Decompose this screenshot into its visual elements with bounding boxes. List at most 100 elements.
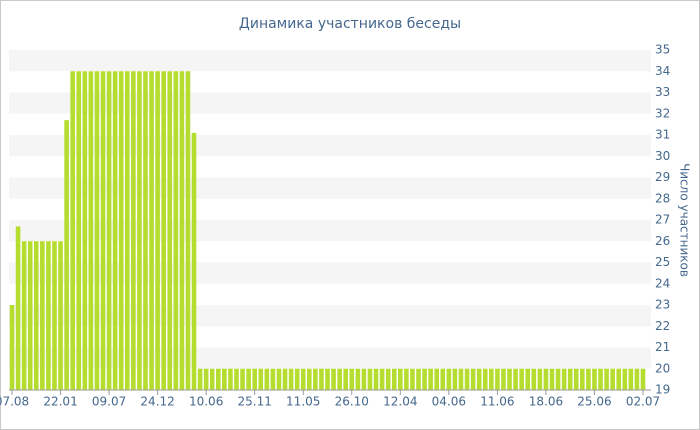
bar [325,368,330,390]
bar [306,368,312,390]
bar [489,368,494,390]
bar [337,368,342,390]
bar [404,368,409,390]
bar [446,368,452,390]
bar [464,368,470,390]
x-tick-label: 24.12 [140,395,174,409]
y-tick-label: 23 [655,298,670,312]
bar [197,368,203,390]
bar [191,132,197,390]
bar [410,368,415,390]
bar [507,368,512,390]
bar [167,71,173,390]
bar [58,241,63,390]
x-tick-label: 11.05 [286,395,320,409]
x-tick-label: 26.10 [335,395,369,409]
bar [355,368,361,390]
bar [179,71,185,390]
x-tick-label: 25.11 [238,395,272,409]
bar [549,368,555,390]
bar [185,71,191,390]
bar [561,368,567,390]
bar [137,71,142,390]
bar [27,241,33,390]
y-tick-label: 19 [655,383,670,397]
bar [94,71,100,390]
bar [52,241,57,390]
bar [88,71,94,390]
bar [82,71,88,390]
bar [470,368,476,390]
bar [64,120,69,390]
y-tick-label: 28 [655,191,670,205]
bar [131,71,136,390]
bar [155,71,160,390]
bar [252,368,257,390]
y-tick-label: 33 [655,85,670,99]
bar [367,368,373,390]
bar [143,71,148,390]
bar [276,368,282,390]
bar [598,368,603,390]
bar [258,368,264,390]
bar [434,368,440,390]
bar [349,368,355,390]
y-tick-label: 26 [655,234,670,248]
bar [452,368,458,390]
bar [40,241,45,390]
bar [385,368,391,390]
bar [373,368,379,390]
bar [379,368,385,390]
y-tick-label: 25 [655,255,670,269]
x-tick-label: 18.06 [529,395,563,409]
bar [537,368,543,390]
grid-band [9,50,651,72]
y-tick-label: 29 [655,170,670,184]
bar [525,368,531,390]
bar [46,241,51,390]
y-tick-label: 31 [655,128,670,142]
bar [124,71,130,390]
y-axis-label: Число участников [678,163,692,277]
bar [319,368,324,390]
bar [118,71,124,390]
bar [264,368,270,390]
bar [567,368,573,390]
bar [15,226,21,390]
bar [343,368,349,390]
x-tick-label: 04.06 [432,395,466,409]
x-tick-label: 07.08 [0,395,29,409]
bar [9,305,15,390]
bar [458,368,464,390]
bar [622,368,628,390]
bar [634,368,640,390]
x-tick-label: 12.04 [383,395,417,409]
y-tick-label: 21 [655,340,670,354]
bar [495,368,500,390]
bar [628,368,634,390]
bar [391,368,397,390]
bar [482,368,488,390]
chart-title: Динамика участников беседы [239,16,461,32]
bar [300,368,306,390]
bar [228,368,233,390]
bar [240,368,245,390]
bar [331,368,336,390]
bar [640,368,646,390]
bar [604,368,609,390]
y-tick-label: 30 [655,149,670,163]
x-tick-label: 25.06 [577,395,611,409]
x-tick-label: 22.01 [43,395,77,409]
bar [555,368,561,390]
bar [112,71,118,390]
bar [513,368,518,390]
bar [76,71,82,390]
bar [616,368,622,390]
x-tick-label: 02.07 [626,395,660,409]
bar [313,368,318,390]
bar [33,241,39,390]
y-tick-label: 22 [655,319,670,333]
y-tick-label: 35 [655,43,670,57]
